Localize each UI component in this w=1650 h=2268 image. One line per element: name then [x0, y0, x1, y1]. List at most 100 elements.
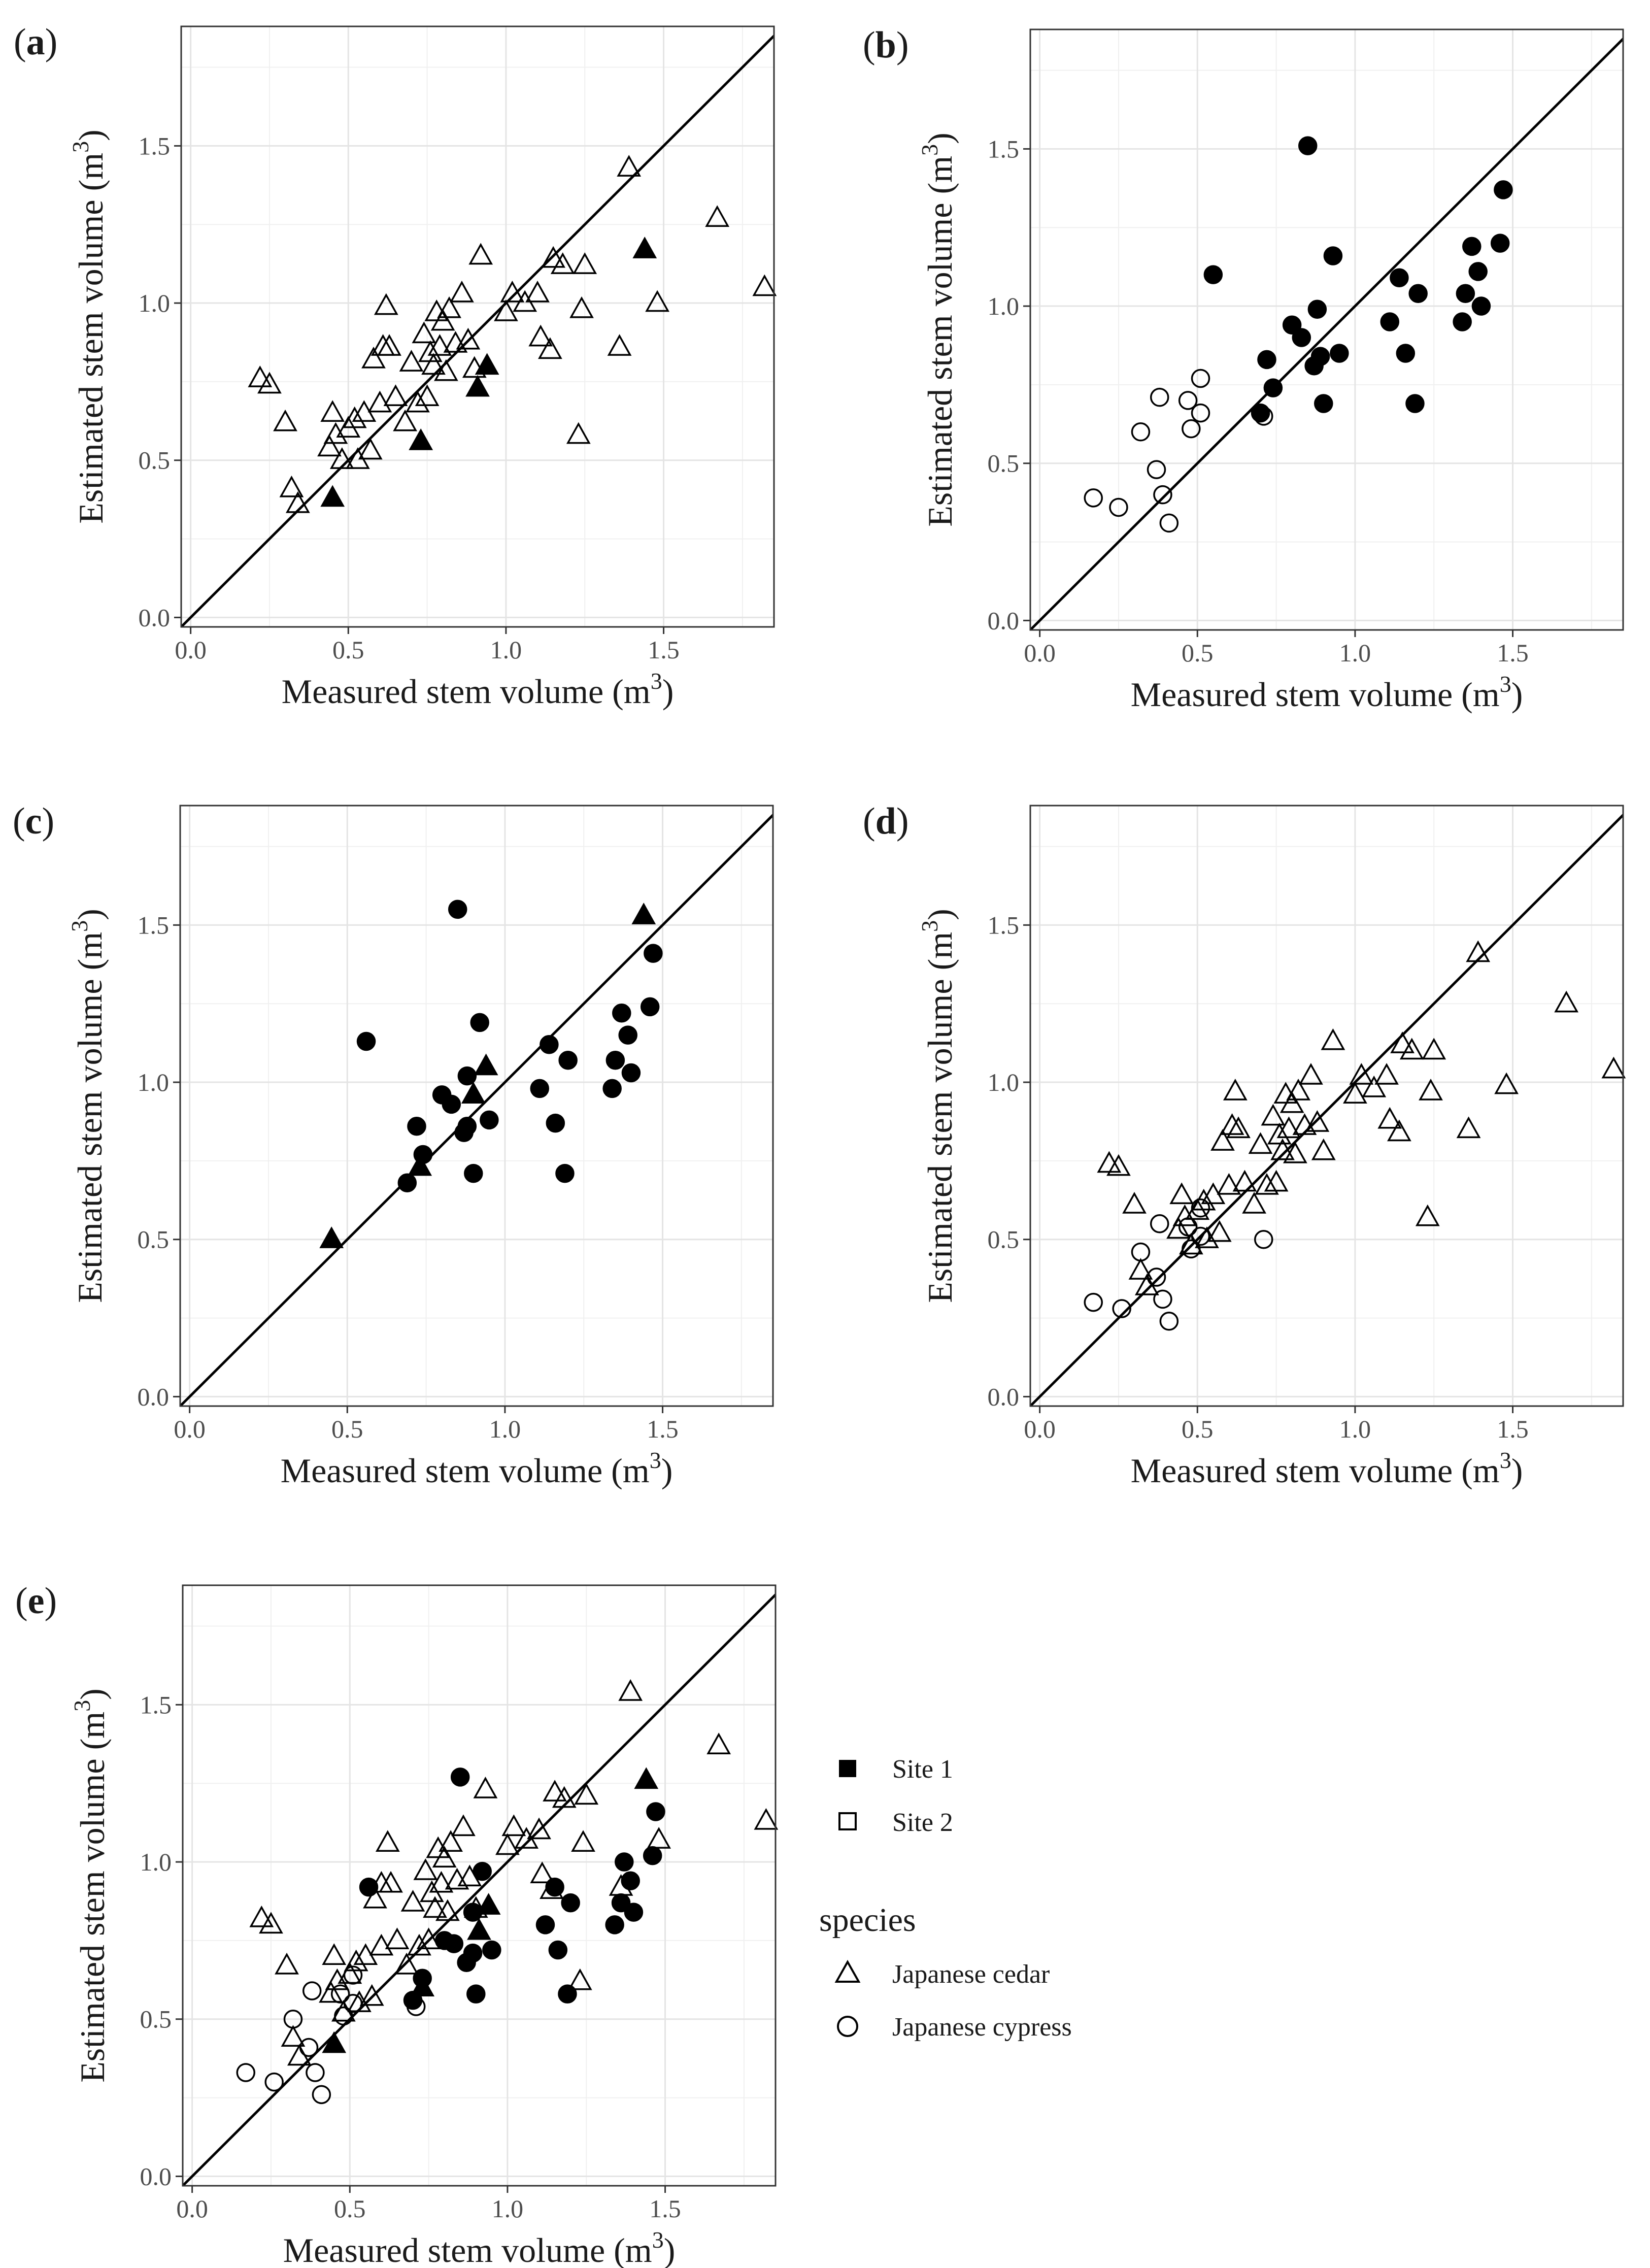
legend-species-cypress: Japanese cypress	[837, 2013, 1072, 2042]
data-point-triangle	[1466, 940, 1491, 962]
data-point-triangle	[1276, 1116, 1301, 1139]
scatter-panel-4: 0.0 0.5 1.0 1.5 0.0 0.5 1.0 1.5 Measured stem vo…	[863, 801, 1626, 1490]
data-point-circle	[1084, 1292, 1103, 1312]
data-point-triangle	[495, 1833, 520, 1855]
data-point-circle	[1153, 485, 1172, 505]
data-point-triangle	[415, 384, 440, 407]
data-point-triangle	[1419, 1079, 1443, 1100]
data-point-triangle	[462, 356, 487, 378]
data-point-circle	[1292, 328, 1311, 347]
data-point-triangle	[432, 1846, 457, 1868]
data-point-triangle	[1169, 1182, 1194, 1205]
data-point-circle	[1282, 315, 1302, 335]
y-tick-label: 0.0	[138, 1382, 170, 1411]
x-tick-label: 1.0	[490, 636, 522, 664]
y-tick-label: 1.5	[139, 131, 171, 160]
x-tick-label: 1.0	[492, 2194, 524, 2223]
y-tick-label: 1.0	[138, 1068, 170, 1096]
data-point-triangle	[1390, 1031, 1415, 1053]
data-point-circle	[442, 1094, 461, 1114]
data-point-triangle	[359, 1984, 384, 2006]
panel-label: (c)	[13, 801, 54, 842]
data-point-triangle	[249, 1905, 274, 1927]
data-point-triangle	[319, 1226, 344, 1248]
x-tick-label: 1.5	[648, 636, 680, 664]
series-1	[1097, 940, 1626, 1295]
panel-border	[180, 25, 775, 628]
panel-label: (d)	[863, 801, 908, 842]
data-point-circle	[1254, 407, 1273, 426]
data-point-circle	[1380, 312, 1400, 331]
data-point-circle	[1147, 1268, 1166, 1287]
data-point-triangle	[476, 1893, 501, 1915]
y-tick-label: 0.0	[139, 603, 171, 631]
data-point-triangle	[705, 205, 730, 227]
data-point-triangle	[574, 1783, 599, 1805]
data-point-triangle	[1279, 1091, 1304, 1113]
data-point-circle	[1150, 1214, 1169, 1233]
legend-site-1: Site 1	[839, 1755, 953, 1784]
data-point-circle	[1178, 391, 1198, 410]
data-point-circle	[1182, 419, 1201, 439]
data-point-triangle	[320, 485, 345, 507]
data-point-circle	[480, 1110, 499, 1130]
data-point-circle	[343, 1994, 363, 2013]
data-point-circle	[602, 1079, 622, 1098]
data-point-circle	[1298, 136, 1318, 155]
data-point-triangle	[1415, 1204, 1440, 1226]
data-point-triangle	[1422, 1038, 1446, 1060]
series-1	[1203, 136, 1513, 423]
data-point-triangle	[1220, 1113, 1244, 1135]
data-point-circle	[1251, 403, 1270, 423]
data-point-triangle	[617, 155, 642, 177]
data-point-triangle	[618, 1679, 643, 1701]
data-point-triangle	[474, 1053, 498, 1076]
data-point-triangle	[647, 1827, 671, 1849]
data-point-circle	[1203, 265, 1223, 284]
data-point-circle	[299, 2038, 319, 2057]
series-2	[356, 899, 663, 1192]
legend-species-cedar: Japanese cedar	[834, 1959, 1050, 1989]
data-point-circle	[1330, 344, 1349, 363]
y-axis-title: Estimated stem volume (m3)	[69, 1688, 112, 2083]
data-point-triangle	[347, 1990, 372, 2012]
data-point-circle	[236, 2063, 256, 2082]
data-point-triangle	[1226, 1116, 1251, 1139]
data-point-triangle	[1343, 1082, 1367, 1104]
data-point-circle	[1314, 394, 1333, 413]
series-2	[1084, 1198, 1273, 1331]
data-point-circle	[406, 1997, 426, 2016]
data-point-triangle	[645, 290, 670, 312]
data-point-triangle	[1601, 1056, 1626, 1079]
x-tick-label: 0.5	[1182, 639, 1214, 667]
data-point-triangle	[1349, 1063, 1374, 1085]
x-tick-label: 0.5	[1182, 1415, 1214, 1443]
data-point-triangle	[1494, 1072, 1519, 1094]
data-point-triangle	[421, 353, 446, 375]
data-point-circle	[264, 2072, 284, 2092]
data-point-triangle	[468, 243, 493, 265]
data-point-circle	[1159, 513, 1179, 533]
x-axis-title: Measured stem volume (m3)	[283, 2227, 676, 2268]
data-point-triangle	[527, 1817, 551, 1840]
data-point-triangle	[461, 1082, 486, 1104]
data-point-circle	[482, 1940, 501, 1960]
data-point-triangle	[285, 491, 310, 513]
data-point-triangle	[1166, 1217, 1191, 1239]
data-point-triangle	[433, 359, 458, 381]
data-point-circle	[640, 997, 660, 1017]
data-point-triangle	[281, 2025, 306, 2047]
data-point-triangle	[1311, 1138, 1336, 1160]
data-point-circle	[302, 1981, 322, 2000]
y-tick-label: 1.5	[988, 911, 1020, 939]
data-point-circle	[1178, 1217, 1198, 1237]
x-tick-label: 0.0	[174, 1415, 206, 1443]
y-tick-label: 1.0	[988, 1068, 1020, 1096]
series-1	[320, 237, 657, 507]
data-point-triangle	[413, 1858, 438, 1880]
x-tick-label: 0.5	[332, 636, 364, 664]
x-tick-label: 0.5	[334, 2194, 366, 2223]
panel-label: (b)	[863, 24, 908, 66]
data-point-triangle	[406, 390, 430, 413]
y-tick-label: 0.5	[988, 1225, 1020, 1254]
